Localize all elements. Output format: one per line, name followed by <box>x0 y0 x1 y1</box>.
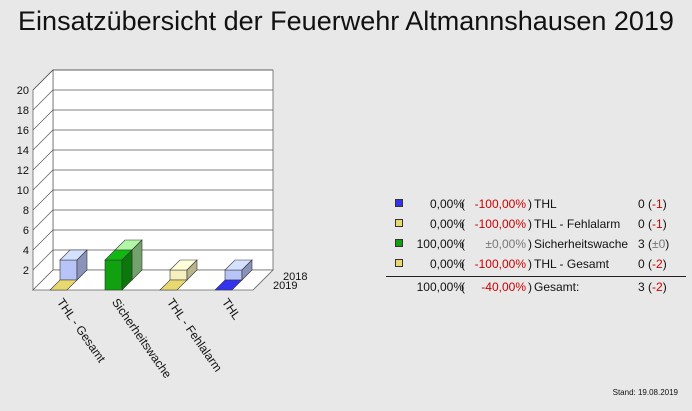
gridline <box>32 249 273 271</box>
bar-2018-2 <box>169 269 188 281</box>
y-tick-label: 8 <box>23 205 29 217</box>
legend-row: 0,00%( -100,00%) THL - Gesamt 0 (-2) <box>386 254 686 274</box>
category-label: Sicherheitswache <box>109 296 175 381</box>
bar-2018-0 <box>59 259 78 281</box>
gridline <box>32 69 273 91</box>
legend-swatch <box>395 219 403 227</box>
bar-2018-2-side <box>186 259 198 281</box>
legend-count: 0 (-2) <box>638 257 667 271</box>
legend: 0,00%(-100,00%) THL 0 (-1) 0,00%(-100,00%) T… <box>386 194 686 297</box>
legend-paren-open: ( <box>461 217 465 231</box>
category-label: THL - Fehlalarm <box>164 296 225 375</box>
category-label: THL <box>219 296 244 323</box>
y-tick-label: 6 <box>23 225 29 237</box>
bar-2019-3 <box>214 279 243 291</box>
gridline <box>32 169 273 191</box>
bar-2019-0 <box>49 279 78 291</box>
gridline <box>32 189 273 211</box>
legend-paren-open: ( <box>461 197 465 211</box>
series-label-2019: 2019 <box>273 280 297 292</box>
legend-paren-close: ) <box>528 257 532 271</box>
legend-paren-close: ) <box>528 217 532 231</box>
legend-row: 100,00%( ±0,00%) Sicherheitswache 3 (±0) <box>386 234 686 254</box>
gridline <box>32 129 273 151</box>
gridline <box>32 109 273 131</box>
legend-total-row: 100,00%( -40,00%) Gesamt: 3 (-2) <box>386 276 686 297</box>
gridline <box>32 229 273 251</box>
bar-2019-2 <box>159 279 188 291</box>
legend-count: 0 (-1) <box>638 197 667 211</box>
legend-name: THL - Fehlalarm <box>534 217 621 231</box>
series-label-2018: 2018 <box>283 271 307 283</box>
bar-2018-0-side <box>76 249 88 281</box>
legend-change: -100,00% <box>474 217 526 231</box>
legend-row: 0,00%( -100,00%) THL 0 (-1) <box>386 194 686 214</box>
legend-paren-close: ) <box>528 197 532 211</box>
legend-paren-close: ) <box>528 237 532 251</box>
legend-name: Sicherheitswache <box>534 237 629 251</box>
gridline <box>32 209 273 231</box>
legend-change: -100,00% <box>474 257 526 271</box>
legend-name: THL <box>534 197 557 211</box>
legend-swatch <box>395 199 403 207</box>
y-tick-label: 4 <box>23 245 29 257</box>
total-percent: 100,00% <box>416 280 464 294</box>
y-tick-label: 18 <box>17 105 29 117</box>
gridline <box>32 89 273 111</box>
total-paren-open: ( <box>461 280 465 294</box>
bar-2018-3 <box>224 269 243 281</box>
y-tick-label: 20 <box>17 85 29 97</box>
legend-swatch <box>395 239 403 247</box>
y-tick-label: 10 <box>17 185 29 197</box>
total-change: -40,00% <box>481 280 526 294</box>
legend-percent: 0,00% <box>429 197 464 211</box>
bar-2018-3-side <box>241 259 253 281</box>
legend-percent: 100,00% <box>416 237 464 251</box>
chart-title: Einsatzübersicht der Feuerwehr Altmannsh… <box>18 6 674 36</box>
legend-count: 3 (±0) <box>638 237 670 251</box>
y-tick-label: 14 <box>17 145 29 157</box>
legend-paren-open: ( <box>461 237 465 251</box>
legend-swatch <box>395 259 403 267</box>
total-paren-close: ) <box>528 280 532 294</box>
y-tick-label: 12 <box>17 165 29 177</box>
legend-percent: 0,00% <box>429 257 464 271</box>
legend-count: 0 (-1) <box>638 217 667 231</box>
legend-row: 0,00%( -100,00%) THL - Fehlalarm 0 (-1) <box>386 214 686 234</box>
total-count: 3 (-2) <box>638 280 667 294</box>
legend-name: THL - Gesamt <box>534 257 609 271</box>
gridline <box>32 149 273 171</box>
legend-percent: 0,00% <box>429 217 464 231</box>
stand-date: Stand: 19.08.2019 <box>612 388 678 397</box>
legend-paren-open: ( <box>461 257 465 271</box>
y-tick-label: 16 <box>17 125 29 137</box>
legend-change: ±0,00% <box>485 237 526 251</box>
legend-change: -100,00% <box>474 197 526 211</box>
bar-2019-1-side <box>121 249 133 291</box>
category-label: THL - Gesamt <box>54 296 109 366</box>
y-tick-label: 2 <box>23 265 29 277</box>
chart-floor <box>32 269 274 291</box>
bar-2019-1 <box>104 259 123 291</box>
total-name: Gesamt: <box>534 280 580 294</box>
